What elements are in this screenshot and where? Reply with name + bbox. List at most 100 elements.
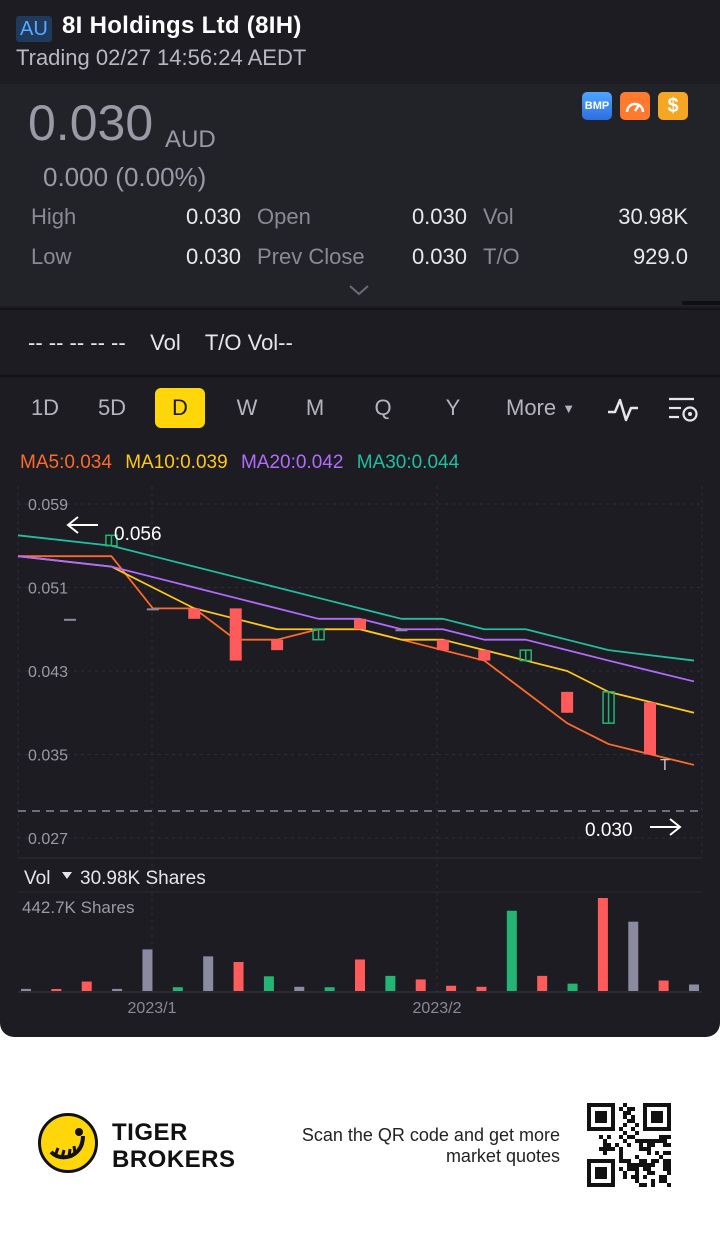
volume-bars (21, 898, 699, 991)
low-value: 0.030 (185, 244, 241, 269)
divider (0, 375, 720, 377)
tab-d[interactable]: D (155, 388, 205, 428)
ma-legend: MA5:0.034 MA10:0.039 MA20:0.042 MA30:0.0… (20, 452, 467, 474)
candle (395, 629, 408, 632)
bmp-icon[interactable]: BMP (582, 92, 612, 120)
y-tick-label: 0.035 (28, 748, 68, 765)
caret-down-icon[interactable] (62, 872, 72, 879)
candle (229, 608, 242, 661)
volume-bar (203, 956, 214, 991)
tab-1d[interactable]: 1D (30, 395, 60, 420)
x-tick-label: 2023/1 (128, 1000, 177, 1017)
chevron-down-icon[interactable] (348, 280, 370, 301)
volume-bar (233, 962, 244, 991)
volume-bar (446, 985, 457, 991)
volume-label[interactable]: Vol (24, 868, 50, 889)
volume-bar (628, 921, 639, 991)
volume-bar (355, 959, 365, 991)
turnover-value: 929.0 (632, 244, 688, 269)
volume-bar (597, 898, 608, 991)
dollar-icon[interactable]: $ (658, 92, 688, 120)
price-change: 0.000 (0.00%) (43, 162, 207, 192)
tab-w[interactable]: W (236, 395, 258, 420)
volume-bar (385, 975, 396, 991)
arrow-left-icon-head (66, 516, 79, 534)
chart-grid (17, 486, 703, 992)
price-markers: 0.056 0.030 T (18, 516, 702, 841)
chart-settings-icon[interactable] (666, 394, 700, 426)
more-dropdown[interactable]: More ▼ (506, 388, 575, 429)
gauge-icon[interactable] (620, 92, 650, 120)
volume-summary-row: -- -- -- -- -- Vol T/O Vol-- (28, 330, 293, 356)
arrow-right-icon-head (669, 818, 682, 836)
tab-q[interactable]: Q (374, 395, 392, 420)
ma20-label: MA20:0.042 (240, 452, 344, 473)
volume-bar (506, 910, 517, 991)
ma30-label: MA30:0.044 (356, 452, 460, 473)
candles (64, 534, 656, 755)
candle (354, 618, 366, 630)
volume-bar (658, 980, 669, 991)
ma10-label: MA10:0.039 (125, 452, 228, 473)
candle (312, 628, 325, 641)
y-tick-label: 0.027 (28, 831, 68, 848)
volume-bar (263, 976, 274, 991)
ma-line-ma10 (17, 555, 695, 714)
tab-y[interactable]: Y (445, 395, 461, 420)
ma-line-ma30 (17, 534, 695, 662)
tab-m[interactable]: M (305, 395, 325, 420)
caret-down-icon: ▼ (562, 401, 576, 417)
current-volume: 30.98K Shares (80, 868, 206, 889)
volume-bar (112, 988, 123, 991)
candle (561, 691, 574, 713)
volume-bar (476, 986, 487, 991)
more-label: More (506, 395, 557, 420)
volume-bar (81, 981, 92, 991)
ma5-label: MA5:0.034 (20, 452, 112, 473)
candle (436, 639, 449, 651)
vol-label: Vol (483, 204, 514, 229)
volume-bar (415, 979, 426, 991)
qr-code-icon (587, 1103, 671, 1187)
current-price-marker: 0.030 (585, 820, 633, 841)
prev-close-value: 0.030 (411, 244, 467, 269)
low-label: Low (31, 244, 72, 269)
stats-row-1: High 0.030 Open 0.030 Vol 30.98K (0, 204, 720, 234)
turnover-volume-label: T/O Vol-- (204, 330, 293, 355)
brand-line-1: TIGER (112, 1119, 188, 1146)
volume-dashes: -- -- -- -- -- (28, 330, 126, 355)
market-badge: AU (16, 16, 52, 42)
scan-prompt: Scan the QR code and get more market quo… (301, 1125, 560, 1166)
price-currency: AUD (165, 126, 216, 153)
high-value: 0.030 (185, 204, 241, 229)
volume-bar (324, 987, 335, 991)
y-tick-label: 0.051 (28, 581, 68, 598)
vol-value: 30.98K (618, 204, 688, 229)
open-value: 0.030 (411, 204, 467, 229)
stats-row-2: Low 0.030 Prev Close 0.030 T/O 929.0 (0, 244, 720, 274)
candle (519, 649, 532, 662)
volume-max-label: 442.7K Shares (22, 898, 134, 917)
indicator-icon[interactable] (606, 394, 640, 424)
x-tick-label: 2023/2 (413, 1000, 462, 1017)
volume-bar (172, 987, 183, 991)
turnover-label: T/O (483, 244, 520, 269)
moving-average-lines (17, 534, 695, 766)
volume-bar (142, 949, 153, 991)
period-tabs: 1D 5D D W M Q Y More ▼ (0, 388, 720, 432)
tab-5d[interactable]: 5D (97, 395, 127, 420)
scroll-indicator (682, 301, 720, 305)
stock-title: 8I Holdings Ltd (8IH) (62, 12, 302, 39)
stock-detail-panel: AU 8I Holdings Ltd (8IH) Trading 02/27 1… (0, 0, 720, 1037)
share-footer: TIGER BROKERS Scan the QR code and get m… (0, 1037, 720, 1253)
divider (0, 308, 720, 310)
period-high-marker: 0.056 (114, 524, 162, 545)
candle (644, 702, 656, 755)
y-tick-label: 0.043 (28, 664, 68, 681)
candle (188, 608, 201, 619)
volume-bar (689, 984, 699, 991)
tiger-logo-icon (38, 1113, 98, 1173)
open-label: Open (257, 204, 311, 229)
